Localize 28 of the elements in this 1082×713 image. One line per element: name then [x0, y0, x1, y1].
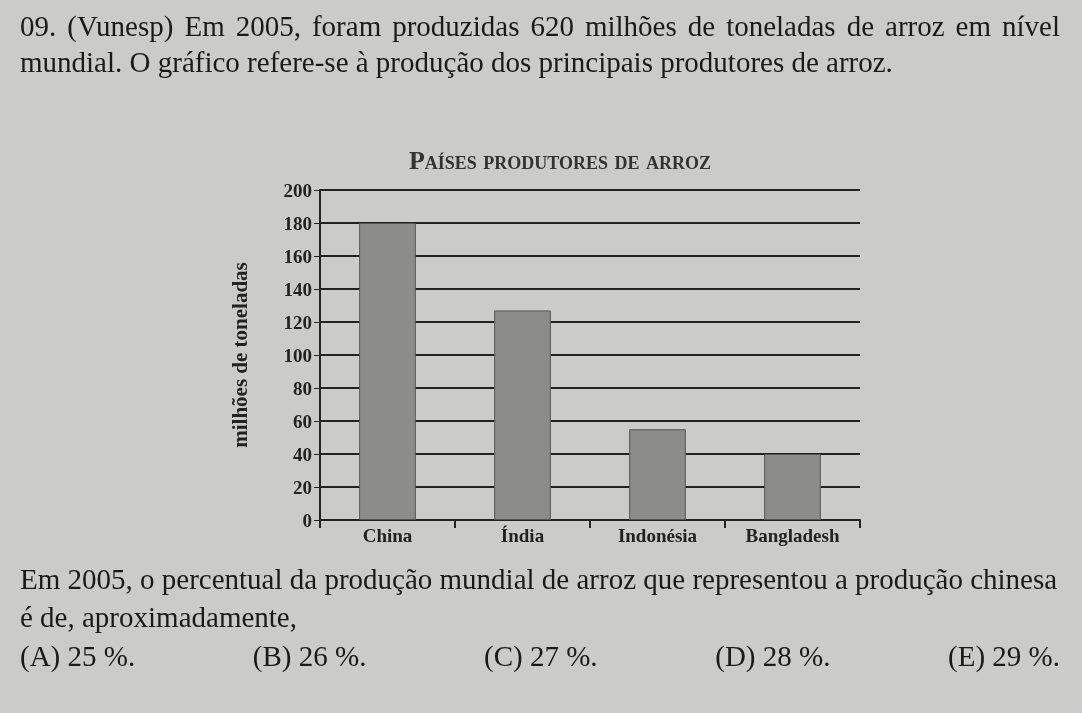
- y-tick-label: 100: [283, 344, 312, 366]
- x-tick-label: Indonésia: [617, 525, 698, 546]
- text: 09. (Vunesp) Em 2005, foram produzidas 620 milhões de toneladas de arroz em nível mundial. O gráfico refere-se à produção dos principais produtores de arroz.: [20, 9, 1060, 80]
- y-tick-label: 180: [283, 212, 312, 234]
- x-tick-label: Bangladesh: [745, 525, 840, 546]
- text: (D) 28 %.: [715, 640, 831, 673]
- y-tick-label: 140: [283, 278, 312, 300]
- bar: [629, 429, 686, 520]
- x-tick-label: Índia: [500, 525, 545, 546]
- y-tick-label: 120: [283, 311, 312, 333]
- bar: [764, 454, 821, 520]
- y-axis-title: milhões de toneladas: [227, 262, 252, 448]
- y-tick-label: 60: [293, 410, 312, 432]
- y-tick-label: 0: [302, 509, 312, 531]
- text: (B) 26 %.: [252, 640, 367, 673]
- y-tick-label: 160: [283, 245, 312, 267]
- y-tick-label: 20: [293, 476, 312, 498]
- x-tick-label: China: [362, 525, 413, 546]
- text: (E) 29 %.: [948, 640, 1060, 673]
- bar: [494, 310, 551, 520]
- chart-title: Países produtores de arroz: [407, 146, 713, 176]
- text: (A) 25 %.: [20, 640, 136, 673]
- y-tick-label: 200: [283, 179, 312, 201]
- y-tick-label: 80: [293, 377, 312, 399]
- text: (C) 27 %.: [484, 640, 598, 673]
- bar: [359, 223, 416, 520]
- y-tick-label: 40: [293, 443, 312, 465]
- text: Em 2005, o percentual da produção mundial de arroz que representou a produção chinesa é de, aproximadamente,: [20, 562, 1059, 635]
